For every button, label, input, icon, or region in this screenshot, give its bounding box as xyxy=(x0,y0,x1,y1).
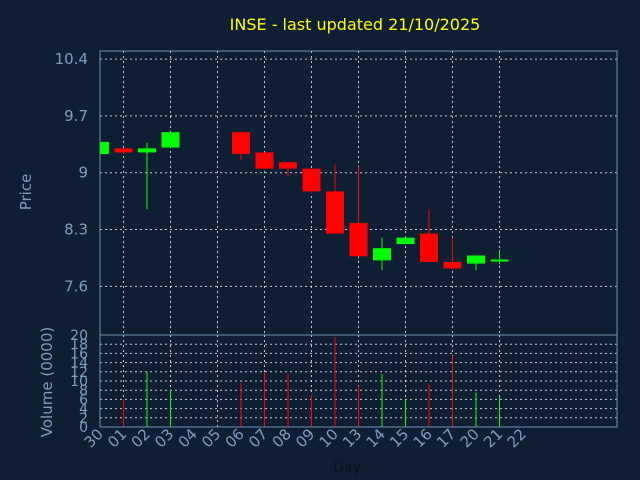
volume-tick-label: 8 xyxy=(79,383,88,399)
volume-tick-label: 12 xyxy=(70,365,88,381)
volume-tick-label: 2 xyxy=(79,411,88,427)
x-tick-label: 07 xyxy=(245,425,271,451)
candle-body xyxy=(373,248,391,261)
candle-body xyxy=(443,261,462,269)
volume-tick-label: 6 xyxy=(79,392,88,408)
price-tick-label: 9 xyxy=(78,164,88,182)
x-tick-label: 01 xyxy=(104,425,130,451)
x-tick-label: 22 xyxy=(504,425,530,451)
candle-body xyxy=(490,259,509,262)
x-tick-label: 04 xyxy=(175,425,201,451)
chart-title: INSE - last updated 21/10/2025 xyxy=(230,15,481,34)
volume-tick-label: 16 xyxy=(70,346,88,362)
volume-panel-frame xyxy=(99,334,618,428)
candle-body xyxy=(420,233,438,262)
ticks-layer: 7.68.399.710.402468101214161820300102030… xyxy=(55,50,530,451)
x-tick-label: 21 xyxy=(480,425,506,451)
volume-tick-label: 20 xyxy=(70,328,88,344)
price-tick-label: 10.4 xyxy=(55,50,88,68)
x-tick-label: 10 xyxy=(316,425,342,451)
price-axis-label: Price xyxy=(17,174,35,211)
x-tick-label: 20 xyxy=(457,425,483,451)
candle-body xyxy=(138,148,156,153)
x-tick-label: 06 xyxy=(222,425,248,451)
volume-tick-label: 4 xyxy=(79,402,88,418)
x-axis-label: Day xyxy=(333,460,361,476)
x-tick-label: 03 xyxy=(151,425,177,451)
x-tick-label: 02 xyxy=(128,425,154,451)
candle-body xyxy=(326,191,344,234)
candle-body xyxy=(349,223,368,257)
price-tick-label: 9.7 xyxy=(64,107,88,125)
x-tick-label: 08 xyxy=(269,425,295,451)
volume-axis-label: Volume (0000) xyxy=(38,327,56,437)
x-tick-label: 14 xyxy=(363,425,389,451)
x-tick-label: 16 xyxy=(410,425,436,451)
x-tick-label: 13 xyxy=(339,425,365,451)
x-tick-label: 15 xyxy=(386,425,412,451)
volume-tick-label: 18 xyxy=(70,337,88,353)
price-tick-label: 7.6 xyxy=(64,277,88,295)
x-tick-label: 05 xyxy=(198,425,224,451)
candle-body xyxy=(100,141,109,155)
x-tick-label: 09 xyxy=(292,425,318,451)
candle-body xyxy=(279,162,297,169)
candle-body xyxy=(396,237,415,245)
volume-tick-label: 0 xyxy=(79,420,88,436)
price-tick-label: 8.3 xyxy=(64,221,88,239)
candle-body xyxy=(161,132,180,148)
volume-tick-label: 10 xyxy=(70,374,88,390)
candle-body xyxy=(467,255,485,264)
marks-layer xyxy=(99,132,509,427)
candle-body xyxy=(255,152,274,169)
x-tick-label: 17 xyxy=(433,425,459,451)
candle-body xyxy=(232,132,250,155)
volume-tick-label: 14 xyxy=(70,356,88,372)
candle-body xyxy=(114,148,133,153)
candle-body xyxy=(302,168,321,192)
